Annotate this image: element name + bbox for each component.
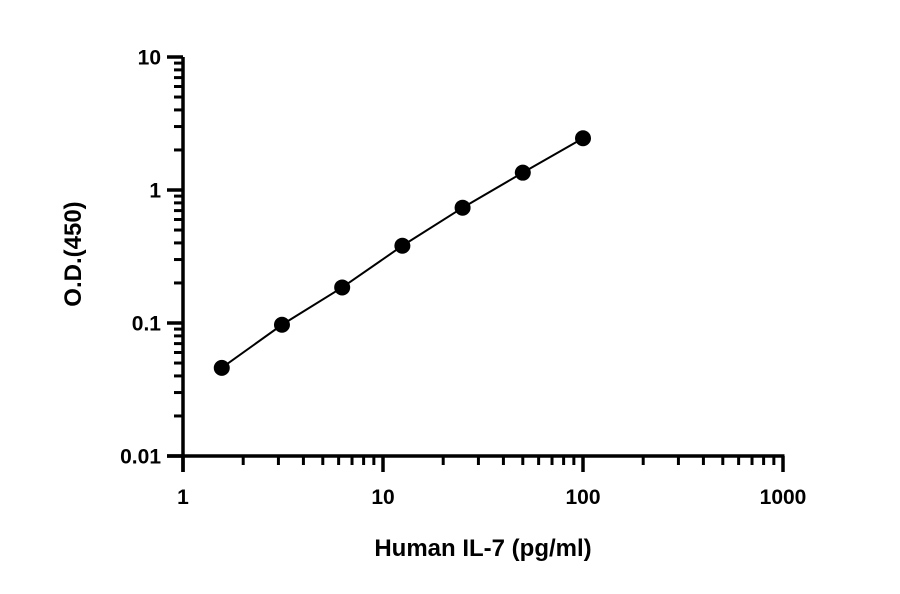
data-series — [213, 130, 591, 376]
y-tick-label: 0.1 — [132, 313, 162, 336]
x-tick-label: 1000 — [760, 486, 807, 509]
x-tick-label: 10 — [371, 486, 394, 509]
y-tick-label: 1 — [149, 180, 161, 203]
x-tick-label: 100 — [565, 486, 600, 509]
data-point — [273, 316, 290, 333]
y-tick-label: 10 — [138, 47, 161, 70]
y-axis-title: O.D.(450) — [60, 201, 87, 306]
x-axis-title: Human IL-7 (pg/ml) — [374, 535, 591, 562]
x-axis: 1 10 100 1000 — [167, 454, 807, 509]
data-point — [575, 130, 591, 147]
y-tick-label: 0.01 — [120, 446, 161, 469]
data-point — [213, 359, 230, 376]
data-point — [394, 237, 411, 254]
data-point — [334, 279, 351, 296]
data-point — [454, 199, 471, 216]
x-tick-label: 1 — [177, 486, 189, 509]
data-point — [514, 164, 531, 181]
y-axis: 0.01 0.1 1 10 — [120, 47, 185, 472]
